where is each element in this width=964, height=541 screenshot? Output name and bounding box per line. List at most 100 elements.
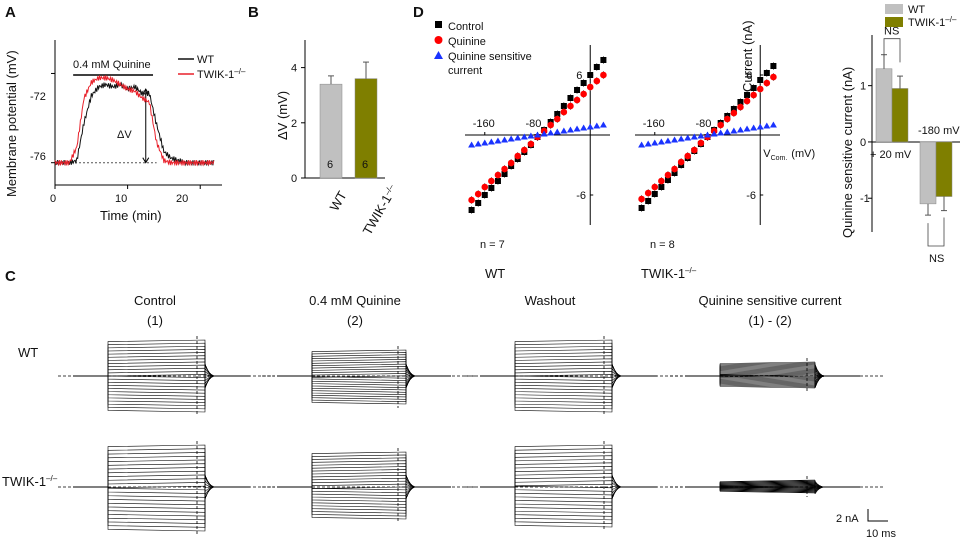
control-point bbox=[763, 70, 770, 76]
quinine-point bbox=[723, 115, 731, 123]
column-subtitle: (1) - (2) bbox=[748, 313, 791, 328]
qsc-point bbox=[677, 135, 685, 142]
iv-plot-label: WT bbox=[485, 266, 505, 281]
current-trace bbox=[277, 359, 451, 389]
n-label: 6 bbox=[362, 159, 368, 171]
quinine-point bbox=[770, 73, 777, 81]
qsc-point bbox=[520, 133, 528, 140]
current-trace bbox=[480, 474, 657, 521]
panel-c-traces: Control (1) 0.4 mM Quinine (2) Washout Quinin… bbox=[2, 293, 896, 540]
group-label-180mv: -180 mV bbox=[918, 125, 960, 137]
current-trace bbox=[480, 352, 657, 389]
control-point bbox=[475, 200, 482, 206]
control-point bbox=[501, 171, 508, 177]
current-trace bbox=[277, 361, 451, 389]
control-point bbox=[494, 178, 501, 184]
current-trace bbox=[277, 356, 451, 389]
quinine-point bbox=[586, 83, 594, 91]
panel-label-b: B bbox=[248, 4, 259, 21]
qsc-point bbox=[527, 132, 535, 139]
panel-b-ytick: 0 bbox=[291, 173, 297, 185]
n-annotation: n = 7 bbox=[480, 239, 505, 251]
control-point bbox=[481, 192, 488, 198]
current-trace bbox=[277, 363, 451, 405]
legend-ko-label: TWIK-1–/– bbox=[197, 67, 246, 81]
wt-trace bbox=[54, 81, 215, 167]
summary-bar bbox=[919, 141, 937, 205]
control-point bbox=[737, 99, 744, 105]
quinine-point bbox=[671, 165, 678, 173]
control-point bbox=[744, 92, 751, 98]
qsc-point bbox=[756, 123, 764, 130]
ns-bracket-bottom bbox=[927, 217, 945, 247]
current-trace bbox=[277, 474, 451, 511]
control-point bbox=[488, 185, 495, 191]
delta-v-arrowhead bbox=[142, 157, 150, 164]
ns-bracket-top bbox=[883, 38, 901, 63]
quinine-point bbox=[527, 140, 535, 148]
column-title: Washout bbox=[525, 293, 576, 308]
current-trace bbox=[685, 361, 860, 389]
current-trace bbox=[277, 474, 451, 508]
current-trace bbox=[480, 358, 657, 389]
current-trace bbox=[480, 451, 657, 500]
current-trace bbox=[73, 358, 250, 389]
current-trace bbox=[685, 480, 860, 494]
ns-label-top: NS bbox=[884, 26, 899, 38]
legend-wt-text: WT bbox=[908, 4, 925, 16]
quinine-point bbox=[514, 152, 522, 160]
quinine-point bbox=[651, 183, 659, 191]
control-point bbox=[645, 198, 652, 204]
quinine-point bbox=[658, 177, 665, 185]
legend-control-marker bbox=[435, 21, 442, 28]
legend-ko-swatch bbox=[885, 17, 903, 27]
current-trace bbox=[73, 345, 250, 389]
iv-xtick: -80 bbox=[526, 118, 542, 130]
qsc-point bbox=[487, 138, 495, 145]
iv-ytick: 6 bbox=[746, 70, 752, 82]
qsc-point bbox=[644, 140, 652, 147]
control-point bbox=[638, 205, 645, 211]
qsc-point bbox=[664, 137, 672, 144]
panel-a-ytick: -72 bbox=[30, 91, 46, 103]
quinine-point bbox=[677, 158, 685, 166]
iv-ytick: -6 bbox=[746, 190, 756, 202]
qsc-point bbox=[710, 130, 718, 137]
quinine-point bbox=[756, 85, 764, 93]
current-trace bbox=[277, 460, 451, 500]
control-point bbox=[587, 72, 594, 78]
qsc-point bbox=[553, 128, 561, 135]
panel-b-ylabel: ΔV (mV) bbox=[275, 91, 290, 140]
current-trace bbox=[73, 474, 250, 513]
qsc-point bbox=[717, 129, 725, 136]
qsc-point bbox=[723, 128, 731, 135]
qsc-point bbox=[507, 135, 515, 142]
quinine-point bbox=[717, 121, 724, 129]
current-trace bbox=[277, 354, 451, 389]
control-point bbox=[468, 207, 475, 213]
quinine-point bbox=[684, 152, 692, 160]
qsc-point bbox=[586, 123, 594, 130]
summary-ytick: 0 bbox=[860, 137, 866, 149]
legend-quinine-marker bbox=[434, 36, 443, 44]
iv-xlabel: VCom. (mV) bbox=[763, 148, 815, 162]
legend-qsc-label-line2: current bbox=[448, 65, 482, 77]
control-point bbox=[567, 95, 574, 101]
quinine-point bbox=[468, 196, 475, 204]
legend-control-label: Control bbox=[448, 21, 483, 33]
quinine-point bbox=[664, 171, 672, 179]
qsc-point bbox=[481, 139, 489, 146]
control-point bbox=[600, 57, 607, 63]
quinine-point bbox=[573, 96, 581, 104]
current-trace bbox=[73, 474, 250, 524]
current-trace bbox=[480, 458, 657, 500]
legend-wt-label: WT bbox=[197, 54, 214, 66]
quinine-point bbox=[547, 121, 554, 129]
iv-plot-label: TWIK-1–/– bbox=[641, 266, 697, 281]
current-trace bbox=[480, 474, 657, 510]
current-trace bbox=[73, 474, 250, 521]
current-trace bbox=[73, 352, 250, 389]
n-label: 6 bbox=[327, 159, 333, 171]
group-label-20mv: + 20 mV bbox=[870, 149, 912, 161]
